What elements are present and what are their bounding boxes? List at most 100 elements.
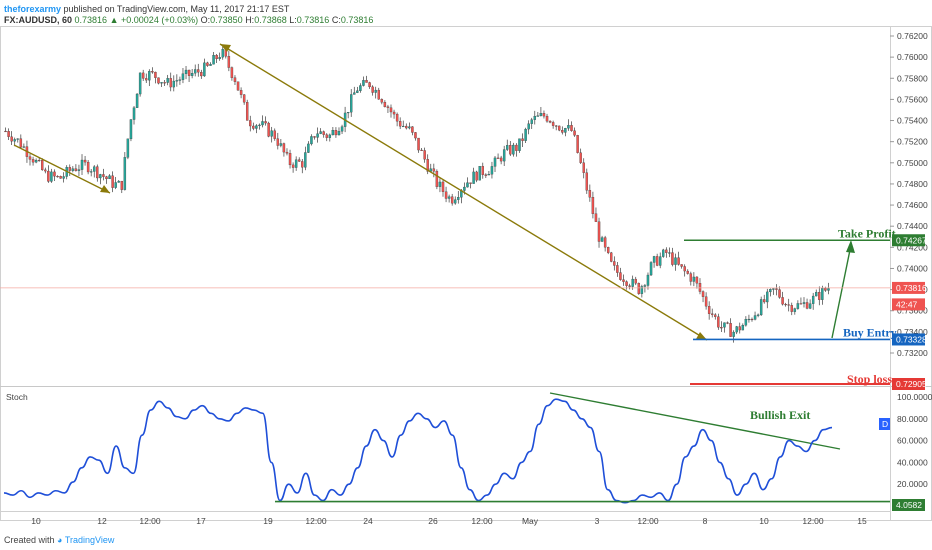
candle-body bbox=[680, 264, 683, 267]
candle-body bbox=[723, 322, 726, 328]
candle-body bbox=[377, 89, 380, 100]
candle-body bbox=[392, 111, 396, 115]
candle-body bbox=[515, 144, 518, 151]
time-tick-label: 12:00 bbox=[305, 516, 327, 526]
candle-body bbox=[753, 315, 757, 320]
candle-body bbox=[261, 121, 264, 126]
drawings bbox=[13, 43, 855, 450]
candle-body bbox=[402, 125, 405, 128]
candle-body bbox=[371, 86, 374, 93]
candle-body bbox=[117, 180, 120, 183]
candle-body bbox=[405, 125, 408, 129]
horizontal-levels bbox=[0, 239, 890, 385]
candle-body bbox=[307, 143, 310, 153]
candle-body bbox=[815, 292, 818, 297]
candle-body bbox=[31, 159, 35, 163]
price-tick-label: 0.74200 bbox=[897, 242, 928, 252]
price-label-badge bbox=[892, 281, 925, 294]
stoch-title: Stoch bbox=[6, 392, 28, 402]
close-label: C: bbox=[331, 15, 341, 25]
candle-body bbox=[206, 62, 209, 66]
created-with-text: Created with bbox=[4, 535, 55, 545]
time-tick-label: 12:00 bbox=[637, 516, 659, 526]
time-tick-label: May bbox=[522, 516, 539, 526]
candle-body bbox=[398, 121, 402, 127]
candle-body bbox=[249, 120, 252, 127]
candle-body bbox=[230, 67, 234, 78]
candle-body bbox=[294, 159, 298, 168]
candle-body bbox=[154, 71, 157, 78]
price-label-badge bbox=[892, 333, 925, 346]
candle-body bbox=[600, 237, 604, 242]
candle-body bbox=[603, 237, 607, 248]
price-tick-label: 0.73400 bbox=[897, 327, 928, 337]
candle-body bbox=[506, 145, 509, 150]
time-tick-label: 12:00 bbox=[471, 516, 493, 526]
candle-body bbox=[778, 289, 781, 298]
candle-body bbox=[701, 291, 705, 297]
candle-body bbox=[362, 80, 365, 86]
candle-body bbox=[759, 299, 763, 316]
tradingview-link[interactable]: TradingView bbox=[64, 535, 115, 545]
price-tick-label: 0.75400 bbox=[897, 116, 928, 126]
candle-body bbox=[47, 170, 50, 182]
candle-body bbox=[44, 169, 47, 172]
candle-body bbox=[548, 121, 552, 123]
price-label-badge bbox=[892, 378, 925, 390]
price-label-badge bbox=[892, 298, 925, 311]
candle-body bbox=[34, 159, 38, 163]
candle-body bbox=[619, 272, 622, 280]
candle-body bbox=[169, 78, 172, 88]
candle-body bbox=[567, 125, 570, 129]
candle-body bbox=[499, 157, 503, 162]
candle-body bbox=[787, 304, 790, 306]
candle-body bbox=[102, 174, 105, 177]
candle-body bbox=[138, 72, 142, 95]
author-link[interactable]: theforexarmy bbox=[4, 4, 62, 14]
time-tick-label: 8 bbox=[703, 516, 708, 526]
candle-body bbox=[766, 291, 769, 303]
series-badge[interactable] bbox=[879, 418, 890, 430]
candle-body bbox=[432, 168, 436, 172]
candle-body bbox=[420, 149, 423, 151]
candle-body bbox=[472, 171, 475, 184]
candle-body bbox=[86, 161, 90, 173]
price-label-badge bbox=[892, 234, 925, 247]
publish-text: published on TradingView.com, May 11, 20… bbox=[63, 4, 290, 14]
candle-body bbox=[383, 102, 387, 107]
candle-body bbox=[671, 252, 674, 265]
bullish-exit-label: Bullish Exit bbox=[750, 408, 810, 422]
candle-body bbox=[772, 288, 775, 290]
chart-frame bbox=[0, 26, 932, 521]
candle-body bbox=[258, 124, 261, 126]
candle-body bbox=[157, 77, 160, 84]
trendline-main[interactable] bbox=[219, 43, 708, 341]
candle-body bbox=[215, 55, 218, 60]
candle-body bbox=[763, 299, 766, 303]
candle-body bbox=[720, 327, 723, 329]
price-tick-label: 0.73600 bbox=[897, 306, 928, 316]
stoch-tick-label: 100.0000 bbox=[897, 392, 932, 402]
candle-body bbox=[276, 138, 280, 146]
candle-body bbox=[304, 152, 307, 168]
candle-body bbox=[221, 49, 224, 58]
candle-body bbox=[484, 174, 488, 176]
candle-body bbox=[805, 302, 809, 309]
stoch-resistance-line[interactable] bbox=[549, 392, 841, 450]
candle-body bbox=[628, 285, 631, 287]
candle-body bbox=[824, 288, 827, 291]
candle-body bbox=[62, 176, 65, 179]
target-arrowhead bbox=[846, 240, 855, 253]
last-price: 0.73816 bbox=[74, 15, 108, 25]
candle-body bbox=[301, 161, 304, 168]
candle-body bbox=[655, 256, 659, 266]
candle-body bbox=[233, 77, 237, 82]
candle-body bbox=[447, 196, 451, 199]
target-arrow[interactable] bbox=[831, 244, 852, 339]
candle-body bbox=[59, 176, 62, 179]
trendline-short[interactable] bbox=[13, 144, 111, 194]
candle-body bbox=[28, 156, 32, 160]
candle-body bbox=[178, 79, 182, 81]
candle-body bbox=[579, 152, 582, 163]
